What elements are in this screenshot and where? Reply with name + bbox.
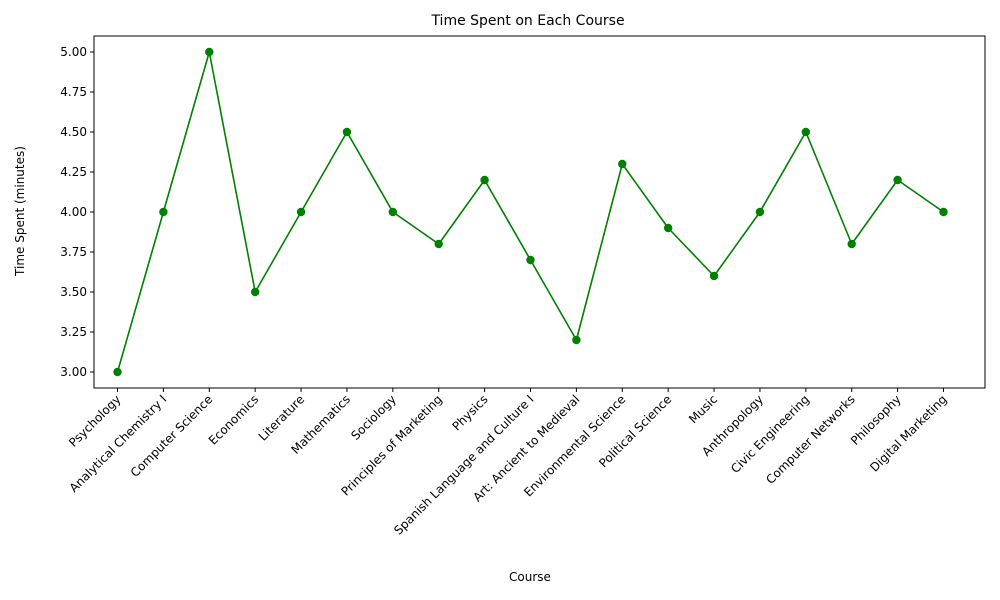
plot-frame — [93, 35, 986, 389]
data-point — [480, 175, 489, 185]
y-tick-label: 4.50 — [60, 125, 87, 139]
data-point — [434, 239, 443, 249]
y-tick-label: 3.25 — [60, 325, 87, 339]
y-tick-label: 3.00 — [60, 365, 87, 379]
x-axis-label: Course — [509, 570, 551, 584]
data-point — [113, 367, 122, 377]
y-axis-label: Time Spent (minutes) — [13, 146, 27, 277]
data-point — [388, 207, 398, 217]
data-point — [663, 223, 673, 233]
data-point — [250, 287, 260, 297]
data-point — [801, 127, 811, 137]
data-point — [939, 207, 948, 217]
data-point — [342, 127, 352, 137]
data-point — [205, 47, 214, 57]
data-point — [709, 271, 719, 281]
data-point — [572, 335, 581, 345]
data-point — [296, 207, 306, 217]
y-tick-label: 3.75 — [60, 245, 87, 259]
y-tick-label: 5.00 — [60, 45, 87, 59]
data-point — [893, 175, 902, 185]
y-tick-label: 4.75 — [60, 85, 87, 99]
data-point — [159, 207, 168, 217]
data-point — [847, 239, 856, 249]
y-tick-label: 3.50 — [60, 285, 87, 299]
y-tick-label: 4.00 — [60, 205, 87, 219]
chart-title: Time Spent on Each Course — [430, 13, 624, 29]
data-point — [526, 255, 535, 265]
data-point — [618, 159, 627, 169]
data-point — [755, 207, 765, 217]
y-tick-label: 4.25 — [60, 165, 87, 179]
